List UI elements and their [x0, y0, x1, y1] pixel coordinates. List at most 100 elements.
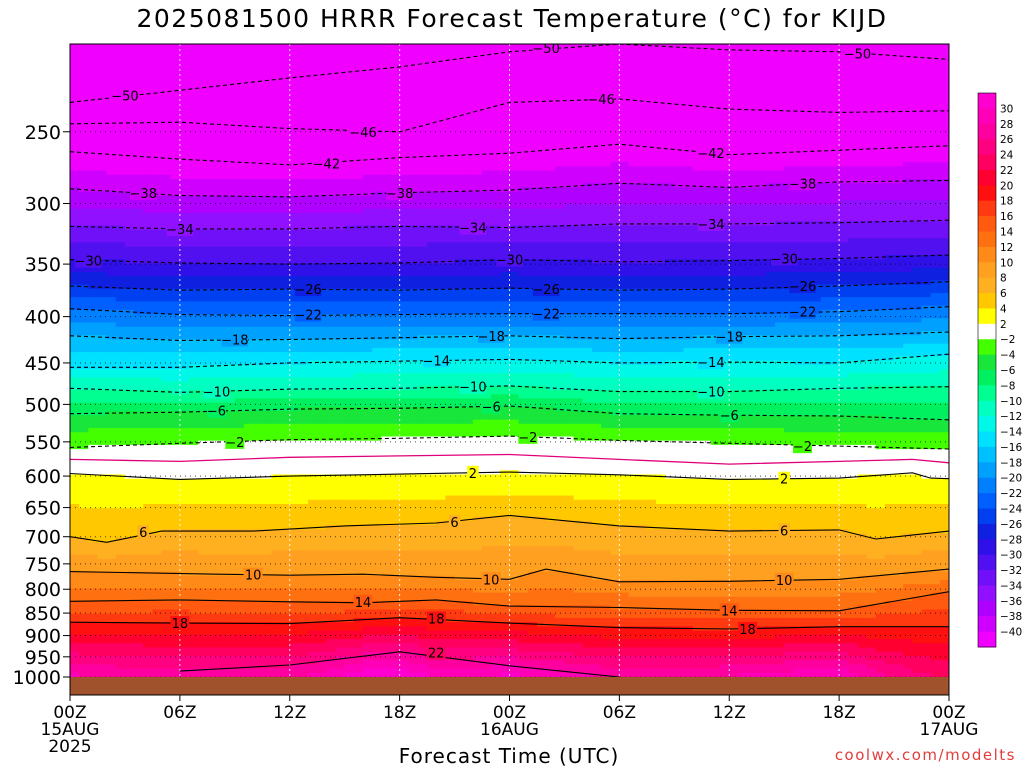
field-cell	[335, 377, 346, 391]
field-cell	[134, 229, 144, 248]
field-cell	[326, 276, 337, 290]
colorbar-label: −16	[1000, 442, 1022, 454]
field-cell	[326, 314, 337, 328]
field-cell	[573, 326, 584, 340]
field-cell	[463, 588, 474, 602]
field-cell	[619, 579, 630, 594]
field-cell	[445, 609, 456, 623]
field-cell	[628, 428, 639, 442]
field-cell	[70, 474, 80, 505]
field-cell	[820, 503, 831, 530]
field-cell	[170, 634, 181, 649]
field-cell	[88, 402, 99, 416]
field-cell	[527, 406, 538, 425]
field-cell	[271, 390, 282, 400]
field-cell	[170, 212, 181, 231]
field-cell	[692, 647, 703, 657]
field-cell	[527, 651, 538, 661]
field-cell	[683, 639, 694, 649]
field-cell	[848, 259, 859, 273]
field-cell	[765, 672, 776, 677]
field-cell	[729, 44, 740, 172]
field-cell	[811, 377, 822, 391]
field-cell	[179, 529, 190, 551]
field-cell	[536, 668, 547, 677]
field-cell	[253, 575, 263, 589]
field-cell	[701, 288, 712, 303]
colorbar-label: −20	[1000, 473, 1022, 485]
field-cell	[363, 339, 373, 353]
field-cell	[793, 503, 804, 530]
field-cell	[637, 499, 648, 526]
field-cell	[308, 651, 318, 665]
field-cell	[454, 520, 465, 551]
ground-surface	[70, 677, 949, 695]
field-cell	[784, 44, 794, 167]
field-cell	[106, 368, 117, 378]
field-cell	[289, 339, 300, 353]
field-cell	[326, 499, 337, 526]
field-cell	[317, 440, 327, 476]
field-cell	[134, 314, 144, 328]
contour-label-bg	[459, 379, 487, 394]
field-cell	[729, 225, 740, 243]
field-cell	[903, 503, 913, 535]
field-cell	[930, 280, 941, 294]
field-cell	[720, 259, 730, 277]
field-cell	[390, 44, 401, 176]
field-cell	[894, 200, 904, 222]
field-cell	[756, 529, 767, 556]
field-cell	[591, 626, 602, 636]
y-tick-label: 900	[25, 626, 61, 648]
field-cell	[289, 326, 300, 340]
field-cell	[683, 428, 694, 442]
contour-label: 2	[780, 473, 788, 488]
field-cell	[390, 225, 401, 248]
field-cell	[829, 503, 840, 530]
field-cell	[921, 179, 932, 201]
contour-label-bg	[719, 408, 739, 423]
field-cell	[234, 601, 245, 615]
field-cell	[243, 195, 254, 214]
contour-label: −2	[793, 440, 812, 455]
field-cell	[573, 617, 584, 627]
field-cell	[619, 225, 630, 243]
field-cell	[88, 571, 99, 589]
field-cell	[601, 166, 611, 184]
field-cell	[628, 647, 639, 657]
field-cell	[353, 301, 364, 315]
field-cell	[894, 651, 904, 665]
field-cell	[829, 271, 840, 286]
field-cell	[170, 394, 181, 404]
field-cell	[738, 444, 749, 480]
colorbar-label: −26	[1000, 519, 1022, 531]
field-cell	[802, 364, 813, 378]
field-cell	[829, 204, 840, 222]
field-cell	[491, 208, 501, 227]
field-cell	[463, 601, 474, 615]
field-cell	[775, 360, 785, 378]
field-cell	[536, 208, 547, 227]
field-cell	[189, 195, 199, 214]
field-cell	[436, 385, 447, 400]
field-cell	[756, 596, 767, 611]
field-cell	[115, 208, 126, 227]
field-cell	[729, 579, 740, 598]
field-cell	[134, 428, 144, 446]
field-cell	[88, 588, 99, 602]
field-cell	[280, 339, 291, 353]
field-cell	[601, 668, 611, 677]
field-cell	[610, 639, 620, 649]
field-cell	[152, 622, 163, 636]
field-cell	[518, 613, 529, 623]
field-cell	[417, 225, 428, 248]
x-tick-label: 2025	[48, 737, 91, 757]
field-cell	[729, 377, 740, 391]
field-cell	[875, 297, 886, 311]
field-cell	[674, 428, 685, 442]
field-cell	[353, 288, 364, 303]
field-cell	[445, 406, 456, 425]
field-cell	[637, 301, 648, 315]
field-cell	[912, 584, 923, 598]
contour-label-bg	[716, 329, 743, 344]
